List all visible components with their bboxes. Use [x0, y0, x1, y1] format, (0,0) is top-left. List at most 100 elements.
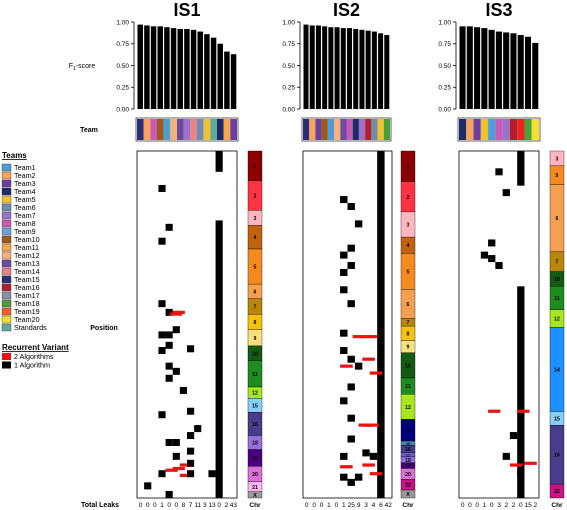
team-legend-label: Standards [14, 323, 47, 332]
chromosome-label: 9 [254, 336, 257, 342]
total-leaks-value: 3 [497, 502, 501, 509]
team-cell [371, 119, 378, 140]
chromosome-label: 5 [407, 269, 410, 275]
y-tick-label: 0.50 [438, 63, 451, 70]
chromosome-label: 2 [407, 195, 410, 201]
total-leaks-value: 0 [305, 502, 309, 509]
team-legend-label: Team12 [14, 251, 40, 260]
position-row-label: Position [90, 325, 118, 332]
f1-bar [170, 28, 177, 110]
team-legend-label: Team4 [14, 187, 36, 196]
variant-band [517, 151, 525, 186]
variant-mark-2-algorithms [169, 312, 182, 316]
total-leaks-value: 8 [182, 502, 186, 509]
team-cell [495, 119, 503, 140]
f1-bar [495, 31, 502, 109]
f1-bar [517, 35, 524, 109]
chromosome-label: 22 [405, 483, 411, 489]
f1-bar [371, 31, 377, 109]
variant-mark-1-algorithm [354, 362, 363, 370]
f1-bar [230, 54, 237, 109]
chromosome-label: 5 [254, 265, 257, 271]
chromosome-label: X [406, 492, 410, 498]
total-leaks-value: 0 [146, 502, 150, 509]
total-leaks-value: 42 [385, 502, 393, 509]
f1-bar [365, 30, 371, 110]
total-leaks-value: 0 [335, 502, 339, 509]
f1-bar [224, 51, 230, 109]
team-swatch-8 [1, 219, 12, 228]
team-cell [334, 119, 341, 140]
chromosome-label: 13 [405, 428, 411, 434]
y-tick-label: 1.00 [438, 19, 451, 26]
team-cell [480, 119, 489, 140]
panel-title: IS2 [333, 0, 360, 20]
f1-bar [315, 25, 321, 110]
f1-bar [378, 33, 384, 110]
variant-mark-1-algorithm [354, 473, 363, 481]
variant-mark-1-algorithm [187, 447, 195, 455]
chromosome-label: 5 [556, 173, 559, 179]
team-legend-label: Team1 [14, 163, 36, 172]
f1-bar [328, 27, 334, 109]
team-cell [340, 119, 347, 140]
team-swatch-5 [1, 195, 12, 204]
team-cell [459, 119, 467, 140]
team-legend-label: Team15 [14, 275, 40, 284]
variant-mark-1-algorithm [165, 362, 173, 370]
total-leaks-value: 0 [139, 502, 143, 509]
chromosome-label: 16 [554, 453, 560, 459]
variant-mark-1-algorithm [187, 470, 195, 478]
y-tick-label: 0.25 [438, 85, 451, 92]
team-cell [203, 119, 211, 140]
chromosome-label: 11 [554, 296, 560, 302]
total-leaks-value: 2 [534, 502, 538, 509]
team-swatch-12 [1, 251, 12, 260]
chromosome-label: 6 [556, 216, 559, 222]
y-tick-label: 1.00 [116, 19, 129, 26]
position-heatmap [302, 150, 393, 499]
team-cell [177, 119, 184, 140]
variant-mark-1-algorithm [347, 355, 355, 363]
team-cell [517, 119, 525, 140]
chromosome-label: 10 [405, 363, 411, 369]
team-swatch-7 [1, 211, 12, 220]
variant-mark-2-algorithms [352, 335, 366, 339]
total-leaks-value: 2 [504, 502, 508, 509]
f1-bar [190, 29, 197, 109]
chromosome-label: 19 [252, 456, 258, 462]
team-cell [502, 119, 510, 140]
variant-mark-1-algorithm [340, 473, 348, 481]
f1-bar [137, 24, 143, 109]
variant-mark-1-algorithm [509, 432, 518, 440]
total-leaks-value: 0 [167, 502, 171, 509]
chromosome-label: X [253, 493, 257, 499]
legend: Teams Team1Team2Team3Team4Team5Team6Team… [1, 151, 69, 370]
variant-mark-1-algorithm [480, 251, 489, 259]
variant-mark-2-algorithms [369, 371, 383, 375]
f1-bar [353, 28, 359, 109]
team-swatch-3 [1, 179, 12, 188]
heatmap-frame [458, 150, 540, 499]
total-leaks-value: 1 [160, 502, 164, 509]
variant-mark-1-algorithm [158, 347, 166, 355]
f1-bar [488, 29, 495, 109]
chromosome-label: 6 [254, 289, 257, 295]
chromosome-label: 7 [254, 305, 257, 311]
f1-score-label: F1-score [69, 63, 96, 72]
variant-mark-1-algorithm [340, 286, 348, 294]
f1-bar [204, 34, 210, 109]
variant-mark-1-algorithm [347, 478, 355, 486]
chromosome-band [549, 483, 565, 499]
variant-mark-1-algorithm [502, 189, 510, 197]
f1-bar [384, 35, 390, 109]
chromosome-label: 18 [252, 441, 258, 447]
f1-bar [144, 25, 150, 110]
total-leaks-value: 0 [461, 502, 465, 509]
total-leaks-value: 4 [372, 502, 376, 509]
team-cell [210, 119, 217, 140]
team-legend-label: Team14 [14, 267, 40, 276]
f1-bar [322, 26, 328, 110]
